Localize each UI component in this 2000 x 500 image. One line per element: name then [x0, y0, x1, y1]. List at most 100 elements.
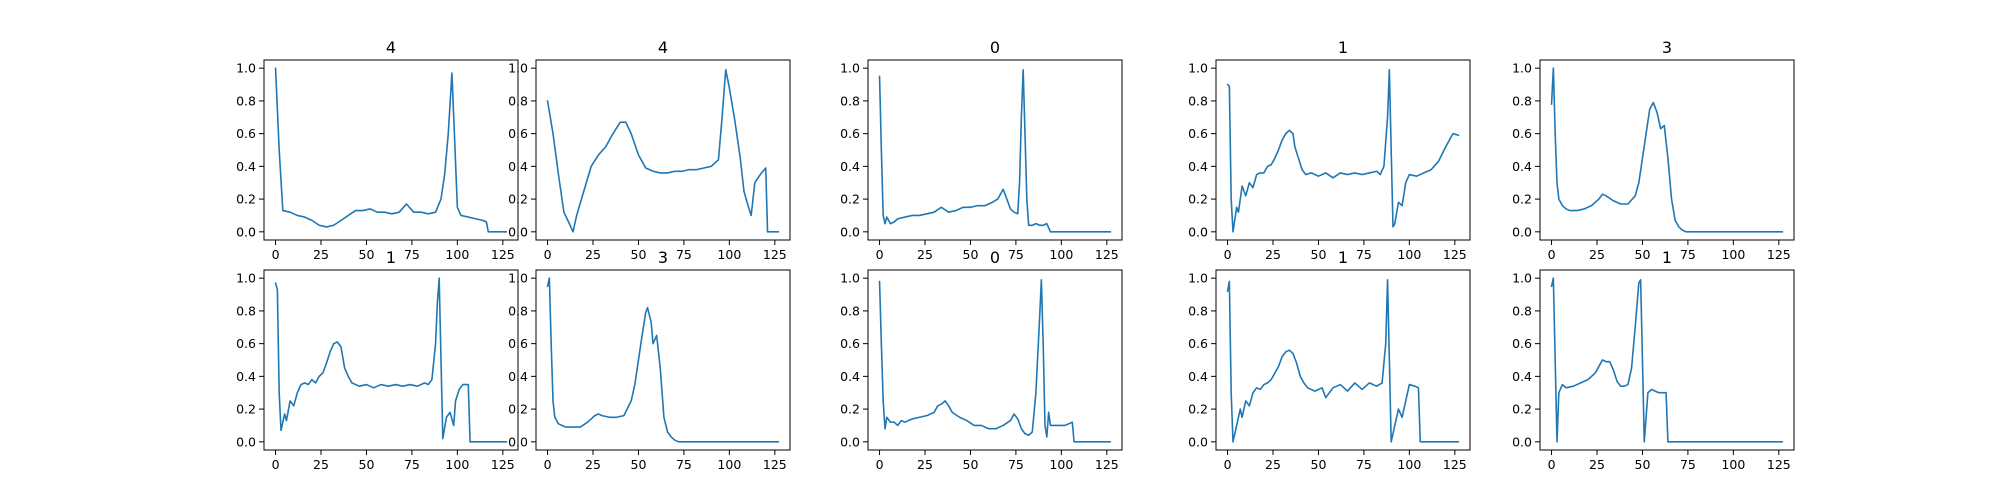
x-tick-label: 50 [359, 457, 375, 472]
axes-frame [535, 59, 791, 241]
x-tick-label: 50 [1635, 457, 1651, 472]
x-tick-label: 125 [1443, 457, 1467, 472]
y-tick-label: 0.2 [1188, 402, 1208, 417]
subplot-title: 4 [658, 38, 668, 57]
y-tick-label: 0.4 [840, 369, 860, 384]
x-tick-label: 25 [313, 457, 329, 472]
x-tick-label: 25 [585, 247, 601, 262]
y-tick-label: 0.2 [1188, 192, 1208, 207]
subplot-title: 1 [1338, 248, 1348, 267]
subplot-9: 1 0 25 50 75 100 125 0.0 0.2 0.4 0.6 0.8 1.0 [1188, 248, 1471, 472]
y-tick-label: 0.0 [508, 224, 528, 239]
subplot-title: 3 [658, 248, 668, 267]
y-tick-label: 0.8 [508, 93, 528, 108]
y-tick-label: 0.8 [840, 303, 860, 318]
subplot-3: 0 0 25 50 75 100 125 0.0 0.2 0.4 0.6 0.8 1.0 [840, 38, 1123, 262]
x-tick-label: 75 [676, 247, 692, 262]
x-tick-label: 100 [1721, 247, 1745, 262]
y-tick-label: 0.6 [1188, 336, 1208, 351]
x-tick-label: 25 [1265, 457, 1281, 472]
y-tick-label: 0.2 [236, 192, 256, 207]
x-tick-label: 100 [1721, 457, 1745, 472]
x-tick-label: 100 [445, 457, 469, 472]
x-tick-label: 125 [491, 247, 515, 262]
subplot-title: 0 [990, 38, 1000, 57]
y-tick-label: 0.0 [1188, 224, 1208, 239]
subplot-2: 4 0 25 50 75 100 125 0.0 0.2 0.4 0.6 0.8 1.0 [508, 38, 791, 262]
axes-frame [535, 269, 791, 451]
y-tick-label: 0.8 [840, 93, 860, 108]
y-tick-label: 0.4 [840, 159, 860, 174]
y-tick-label: 0.2 [1512, 192, 1532, 207]
x-tick-label: 125 [491, 457, 515, 472]
y-tick-label: 0.0 [840, 434, 860, 449]
x-tick-label: 100 [717, 247, 741, 262]
y-tick-label: 1.0 [236, 271, 256, 286]
y-tick-label: 0.4 [1512, 159, 1532, 174]
y-tick-label: 1.0 [508, 61, 528, 76]
y-tick-label: 0.4 [236, 159, 256, 174]
x-tick-label: 0 [1548, 457, 1556, 472]
x-tick-label: 100 [1049, 247, 1073, 262]
x-tick-label: 75 [404, 457, 420, 472]
x-tick-label: 75 [1680, 457, 1696, 472]
series-line [274, 277, 508, 443]
y-tick-label: 0.6 [840, 126, 860, 141]
x-tick-label: 0 [1548, 247, 1556, 262]
x-tick-label: 125 [1095, 247, 1119, 262]
y-tick-label: 0.8 [1188, 303, 1208, 318]
subplot-7: 3 0 25 50 75 100 125 0.0 0.2 0.4 0.6 0.8 1.0 [508, 248, 791, 472]
x-tick-label: 0 [876, 457, 884, 472]
subplot-title: 1 [1662, 248, 1672, 267]
y-tick-label: 0.8 [236, 93, 256, 108]
series-line [1550, 67, 1784, 233]
x-tick-label: 100 [445, 247, 469, 262]
series-line [274, 67, 508, 233]
axes-frame [867, 269, 1123, 451]
x-tick-label: 0 [1224, 247, 1232, 262]
x-tick-label: 75 [404, 247, 420, 262]
y-tick-label: 0.6 [236, 126, 256, 141]
x-tick-label: 25 [917, 457, 933, 472]
y-tick-label: 0.6 [840, 336, 860, 351]
y-tick-label: 0.2 [508, 402, 528, 417]
x-tick-label: 125 [1767, 247, 1791, 262]
series-line [1550, 277, 1784, 443]
y-tick-label: 0.4 [508, 369, 528, 384]
x-tick-label: 0 [272, 247, 280, 262]
x-tick-label: 0 [876, 247, 884, 262]
axes-frame [1215, 59, 1471, 241]
series-line [1226, 69, 1460, 233]
x-tick-label: 50 [1311, 457, 1327, 472]
x-tick-label: 50 [631, 457, 647, 472]
subplot-title: 3 [1662, 38, 1672, 57]
y-tick-label: 0.8 [236, 303, 256, 318]
y-tick-label: 1.0 [1512, 61, 1532, 76]
x-tick-label: 75 [1680, 247, 1696, 262]
y-tick-label: 1.0 [840, 271, 860, 286]
x-tick-label: 25 [1589, 457, 1605, 472]
subplot-10: 1 0 25 50 75 100 125 0.0 0.2 0.4 0.6 0.8 1.0 [1512, 248, 1795, 472]
y-tick-label: 0.4 [1512, 369, 1532, 384]
x-tick-label: 125 [763, 457, 787, 472]
series-line [546, 277, 780, 443]
y-tick-label: 0.2 [1512, 402, 1532, 417]
y-tick-label: 0.8 [1512, 93, 1532, 108]
series-line [878, 69, 1112, 233]
x-tick-label: 75 [1356, 457, 1372, 472]
x-tick-label: 100 [1397, 457, 1421, 472]
x-tick-label: 25 [1265, 247, 1281, 262]
x-tick-label: 125 [763, 247, 787, 262]
axes-frame [263, 59, 519, 241]
x-tick-label: 50 [359, 247, 375, 262]
subplot-title: 1 [386, 248, 396, 267]
subplot-1: 4 0 25 50 75 100 125 0.0 0.2 0.4 0.6 0.8 1.0 [236, 38, 519, 262]
x-tick-label: 0 [544, 457, 552, 472]
subplot-title: 4 [386, 38, 396, 57]
y-tick-label: 0.2 [840, 402, 860, 417]
y-tick-label: 1.0 [508, 271, 528, 286]
series-line [546, 69, 780, 233]
x-tick-label: 0 [272, 457, 280, 472]
x-tick-label: 125 [1095, 457, 1119, 472]
